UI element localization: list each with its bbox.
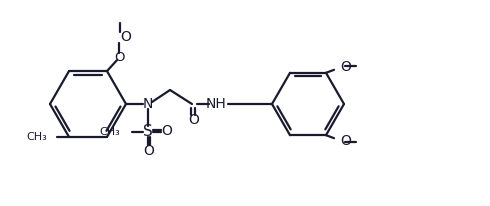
Text: O: O bbox=[340, 134, 351, 148]
Text: CH₃: CH₃ bbox=[99, 127, 120, 137]
Text: O: O bbox=[189, 113, 199, 127]
Text: O: O bbox=[162, 124, 172, 138]
Text: N: N bbox=[143, 97, 153, 111]
Text: O: O bbox=[120, 30, 131, 44]
Text: O: O bbox=[340, 60, 351, 74]
Text: NH: NH bbox=[206, 97, 226, 111]
Text: O: O bbox=[114, 51, 124, 64]
Text: S: S bbox=[143, 124, 153, 139]
Text: O: O bbox=[144, 144, 154, 158]
Text: CH₃: CH₃ bbox=[26, 132, 47, 142]
